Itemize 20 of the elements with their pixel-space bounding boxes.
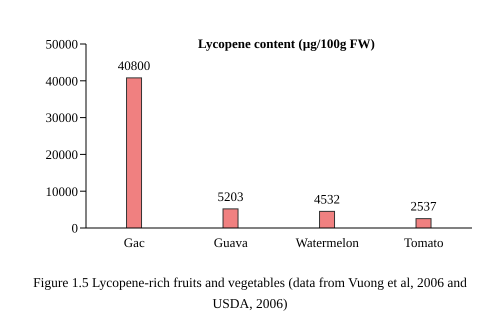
bar [319, 210, 336, 228]
y-tick-label: 0 [72, 220, 78, 236]
y-tick-label: 50000 [46, 36, 78, 52]
data-label: 4532 [314, 191, 340, 206]
bar [222, 208, 239, 228]
data-label: 40800 [118, 58, 150, 73]
bar [126, 77, 142, 228]
y-tick-label: 20000 [46, 147, 78, 162]
y-tick-label: 10000 [46, 184, 78, 199]
x-tick-label: Watermelon [296, 235, 360, 250]
data-label: 5203 [218, 188, 244, 204]
x-tick-label: Guava [214, 235, 248, 250]
data-label: 2537 [410, 198, 438, 214]
y-tick-label: 30000 [46, 110, 78, 126]
x-tick-label: Gac [124, 235, 145, 250]
bar [416, 218, 432, 228]
caption: Figure 1.5 Lycopene-rich fruits and vegetables (data from Vuong et al, 2006 and USDA, 2006) [32, 274, 468, 313]
y-tick-label: 40000 [46, 73, 78, 88]
chart-title: Lycopene content (µg/100g FW) [198, 36, 375, 52]
x-tick-label: Tomato [404, 235, 444, 250]
